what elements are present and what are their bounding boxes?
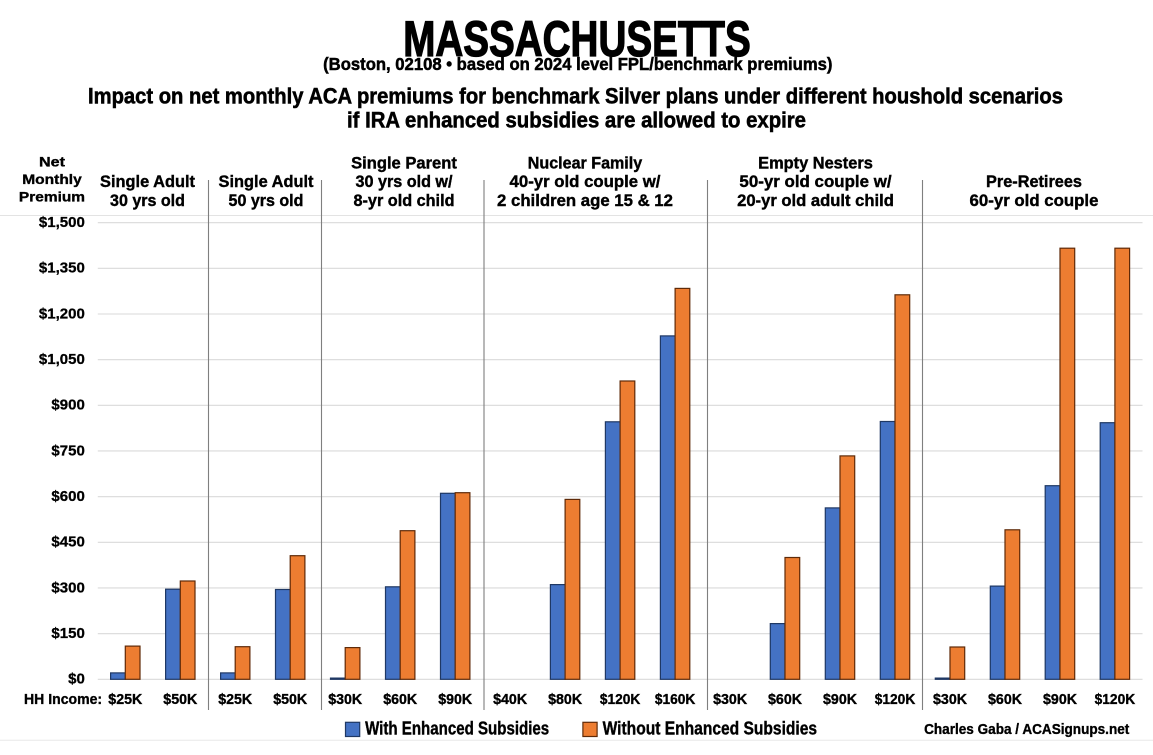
svg-text:Impact on net monthly ACA prem: Impact on net monthly ACA premiums for b… [88,84,1063,109]
svg-text:$60K: $60K [988,691,1022,708]
svg-text:$160K: $160K [655,691,696,708]
svg-text:Single Adult: Single Adult [219,172,314,191]
svg-text:$30K: $30K [713,691,747,708]
svg-text:$1,500: $1,500 [39,214,85,231]
svg-text:$50K: $50K [273,691,307,708]
svg-text:$600: $600 [51,488,84,505]
svg-text:$80K: $80K [548,691,582,708]
svg-text:$0: $0 [68,671,85,688]
svg-text:60-yr old couple: 60-yr old couple [970,191,1099,210]
svg-text:(Boston, 02108 • based on 2024: (Boston, 02108 • based on 2024 level FPL… [323,54,832,74]
svg-text:30 yrs old w/: 30 yrs old w/ [356,172,453,191]
svg-text:if IRA enhanced subsidies are: if IRA enhanced subsidies are allowed to… [347,108,806,133]
svg-text:$60K: $60K [768,691,802,708]
svg-text:$120K: $120K [1095,691,1136,708]
svg-text:Empty Nesters: Empty Nesters [758,153,873,172]
svg-text:$90K: $90K [438,691,472,708]
svg-text:$120K: $120K [875,691,916,708]
svg-text:$50K: $50K [163,691,197,708]
svg-text:$1,050: $1,050 [39,351,85,368]
svg-text:$25K: $25K [218,691,252,708]
svg-text:8-yr old child: 8-yr old child [354,191,455,210]
svg-text:$1,350: $1,350 [39,260,85,277]
svg-text:30 yrs old: 30 yrs old [110,191,185,210]
svg-text:$750: $750 [51,442,84,459]
svg-text:Premium: Premium [19,189,85,205]
svg-text:Monthly: Monthly [22,171,82,187]
svg-text:$25K: $25K [108,691,142,708]
svg-text:2 children age 15 & 12: 2 children age 15 & 12 [497,191,673,210]
svg-text:$1,200: $1,200 [39,305,85,322]
svg-text:$30K: $30K [328,691,362,708]
svg-text:MASSACHUSETTS: MASSACHUSETTS [403,11,751,67]
svg-text:$30K: $30K [933,691,967,708]
svg-text:$120K: $120K [600,691,641,708]
svg-text:40-yr old couple w/: 40-yr old couple w/ [510,172,661,191]
svg-text:Pre-Retirees: Pre-Retirees [986,172,1082,191]
svg-text:50-yr old couple w/: 50-yr old couple w/ [739,172,891,191]
svg-text:HH Income:: HH Income: [24,691,102,708]
svg-text:Net: Net [39,153,65,169]
svg-text:$300: $300 [51,579,84,596]
svg-text:$450: $450 [51,534,84,551]
svg-text:$150: $150 [51,625,84,642]
svg-text:$90K: $90K [1043,691,1077,708]
svg-text:$40K: $40K [493,691,527,708]
svg-text:Single Adult: Single Adult [100,172,195,191]
svg-text:50 yrs old: 50 yrs old [229,191,304,210]
svg-text:Without Enhanced Subsidies: Without Enhanced Subsidies [603,719,818,739]
svg-text:With Enhanced Subsidies: With Enhanced Subsidies [365,719,549,739]
svg-text:Nuclear Family: Nuclear Family [528,153,643,172]
svg-text:$900: $900 [51,397,84,414]
svg-text:$60K: $60K [383,691,417,708]
svg-text:$90K: $90K [823,691,857,708]
svg-text:Single Parent: Single Parent [351,153,457,172]
svg-text:Charles Gaba / ACASignups.net: Charles Gaba / ACASignups.net [924,722,1129,738]
svg-text:20-yr old adult child: 20-yr old adult child [737,191,894,210]
